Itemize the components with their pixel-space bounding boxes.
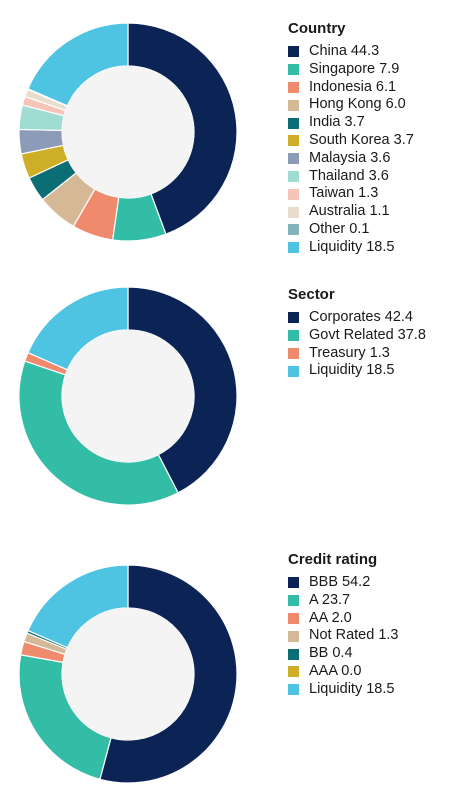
chart-panel-country: Country China 44.3 Singapore 7.9 Indonesia…: [0, 0, 465, 260]
donut-hole: [62, 330, 194, 462]
legend-item-thailand: Thailand 3.6: [288, 168, 414, 186]
legend-label: South Korea 3.7: [309, 131, 414, 148]
legend-label: China 44.3: [309, 43, 380, 59]
legend-label: Liquidity 18.5: [309, 680, 395, 697]
legend-swatch: [288, 595, 299, 607]
legend-item-treasury: Treasury 1.3: [288, 345, 426, 363]
legend-item-australia: Australia 1.1: [288, 203, 414, 221]
legend-item-india: India 3.7: [288, 114, 414, 132]
legend-item-liquidity: Liquidity 18.5: [288, 681, 398, 699]
legend-label: Australia 1.1: [309, 203, 390, 220]
donut-hole: [62, 608, 194, 740]
legend-swatch: [288, 242, 299, 254]
legend-swatch: [288, 312, 299, 324]
legend-label: India 3.7: [309, 114, 365, 131]
legend-label: BBB 54.2: [309, 574, 371, 590]
legend-title: Country: [288, 20, 346, 37]
legend-swatch: [288, 347, 299, 359]
legend-item-hong-kong: Hong Kong 6.0: [288, 96, 414, 114]
legend-item-singapore: Singapore 7.9: [288, 61, 414, 79]
donut-chart-credit-rating: [18, 564, 238, 784]
legend-label: A 23.7: [309, 591, 351, 608]
legend-sector: Sector Corporates 42.4 Govt Related 37.8 T…: [288, 286, 426, 380]
donut-chart-sector: [18, 286, 238, 506]
legend-swatch: [288, 135, 299, 147]
legend-swatch: [288, 648, 299, 660]
legend-swatch: [288, 46, 299, 58]
legend-swatch: [288, 224, 299, 236]
chart-panel-sector: Sector Corporates 42.4 Govt Related 37.8 T…: [0, 264, 465, 524]
legend-item-a: A 23.7: [288, 592, 398, 610]
legend-swatch: [288, 365, 299, 377]
legend-swatch: [288, 153, 299, 165]
legend-item-taiwan: Taiwan 1.3: [288, 185, 414, 203]
donut-hole: [62, 66, 194, 198]
legend-item-liquidity: Liquidity 18.5: [288, 239, 414, 257]
legend-country: Country China 44.3 Singapore 7.9 Indonesia…: [288, 20, 414, 257]
legend-item-china: China 44.3: [288, 43, 414, 61]
legend-swatch: [288, 81, 299, 93]
legend-item-bb: BB 0.4: [288, 645, 398, 663]
legend-label: Corporates 42.4: [309, 309, 413, 325]
legend-label: Thailand 3.6: [309, 167, 389, 184]
legend-item-aa: AA 2.0: [288, 610, 398, 628]
legend-label: Other 0.1: [309, 220, 370, 237]
legend-credit-rating: Credit rating BBB 54.2 A 23.7 AA 2.0 Not Ra…: [288, 551, 398, 699]
legend-item-south-korea: South Korea 3.7: [288, 132, 414, 150]
legend-swatch: [288, 206, 299, 218]
legend-label: Singapore 7.9: [309, 60, 400, 77]
legend-title: Credit rating: [288, 551, 378, 568]
legend-label: AAA 0.0: [309, 662, 362, 679]
legend-label: BB 0.4: [309, 645, 353, 662]
legend-swatch: [288, 612, 299, 624]
legend-label: Govt Related 37.8: [309, 326, 426, 343]
legend-swatch: [288, 684, 299, 696]
legend-label: Liquidity 18.5: [309, 362, 395, 379]
legend-item-govt-related: Govt Related 37.8: [288, 327, 426, 345]
legend-label: Liquidity 18.5: [309, 238, 395, 255]
legend-swatch: [288, 64, 299, 76]
legend-label: Taiwan 1.3: [309, 185, 379, 202]
legend-item-other: Other 0.1: [288, 221, 414, 239]
legend-item-not-rated: Not Rated 1.3: [288, 627, 398, 645]
donut-chart-country: [18, 22, 238, 242]
legend-swatch: [288, 99, 299, 111]
legend-label: Not Rated 1.3: [309, 627, 399, 644]
legend-label: Malaysia 3.6: [309, 149, 391, 166]
chart-panel-credit-rating: Credit rating BBB 54.2 A 23.7 AA 2.0 Not Ra…: [0, 542, 465, 802]
legend-swatch: [288, 666, 299, 678]
legend-swatch: [288, 330, 299, 342]
legend-label: AA 2.0: [309, 609, 352, 626]
legend-swatch: [288, 170, 299, 182]
legend-swatch: [288, 630, 299, 642]
legend-item-indonesia: Indonesia 6.1: [288, 79, 414, 97]
legend-label: Treasury 1.3: [309, 344, 390, 361]
legend-label: Hong Kong 6.0: [309, 96, 406, 113]
legend-item-bbb: BBB 54.2: [288, 574, 398, 592]
legend-swatch: [288, 188, 299, 200]
legend-title: Sector: [288, 286, 335, 303]
legend-item-aaa: AAA 0.0: [288, 663, 398, 681]
legend-item-corporates: Corporates 42.4: [288, 309, 426, 327]
legend-item-liquidity: Liquidity 18.5: [288, 362, 426, 380]
legend-swatch: [288, 577, 299, 589]
legend-swatch: [288, 117, 299, 129]
legend-item-malaysia: Malaysia 3.6: [288, 150, 414, 168]
legend-label: Indonesia 6.1: [309, 78, 397, 95]
